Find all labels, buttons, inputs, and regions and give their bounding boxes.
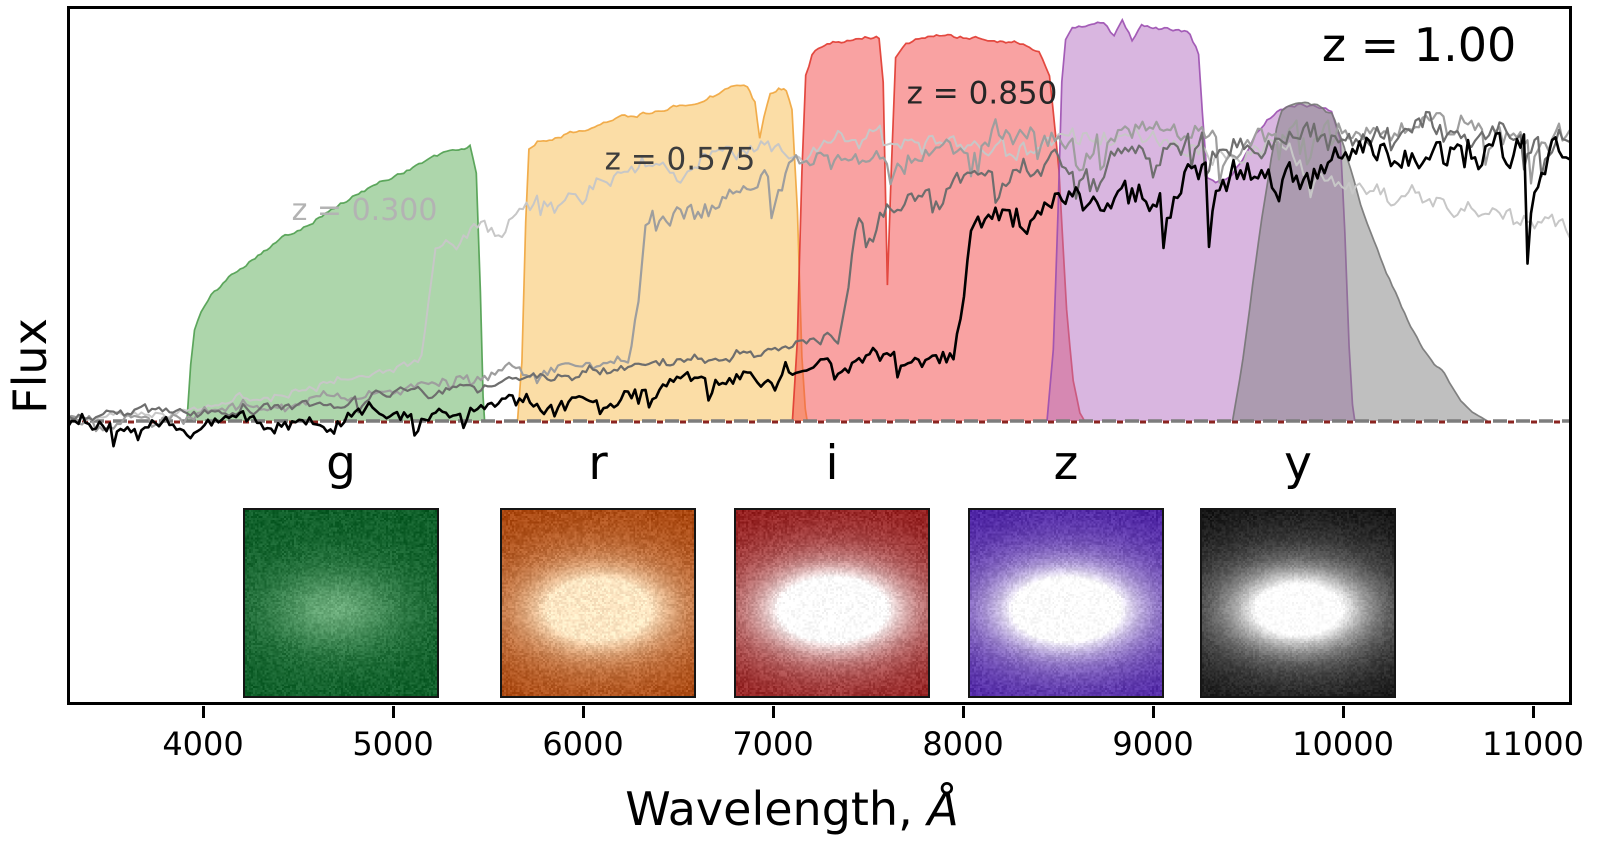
x-axis-title-text: Wavelength, — [625, 782, 913, 836]
x-tick-label-7000: 7000 — [732, 725, 814, 763]
filter-edge-r — [516, 84, 809, 422]
filter-band-g — [186, 145, 485, 422]
filter-edge-i — [791, 33, 1086, 422]
x-tick-label-11000: 11000 — [1482, 725, 1584, 763]
filter-edge-y — [1231, 101, 1488, 422]
x-tick-mark-8000 — [961, 706, 965, 718]
x-tick-mark-7000 — [771, 706, 775, 718]
x-tick-mark-5000 — [391, 706, 395, 718]
filter-band-y — [1232, 102, 1488, 422]
y-axis-title: Flux — [3, 318, 57, 414]
x-tick-label-10000: 10000 — [1292, 725, 1394, 763]
x-tick-mark-4000 — [201, 706, 205, 718]
x-tick-label-4000: 4000 — [162, 725, 244, 763]
filter-edge-g — [186, 143, 486, 422]
x-tick-label-8000: 8000 — [922, 725, 1004, 763]
x-tick-mark-6000 — [581, 706, 585, 718]
x-tick-label-9000: 9000 — [1112, 725, 1194, 763]
plot-frame — [67, 6, 1572, 705]
spectrum-line-z1 — [67, 131, 1571, 448]
x-tick-label-6000: 6000 — [542, 725, 624, 763]
spectrum-plot — [67, 6, 1572, 705]
angstrom-unit: Å — [927, 782, 959, 836]
x-axis-title: Wavelength, Å — [625, 786, 959, 832]
x-tick-mark-11000 — [1531, 706, 1535, 718]
x-tick-mark-9000 — [1151, 706, 1155, 718]
filter-band-r — [517, 85, 808, 421]
x-tick-label-5000: 5000 — [352, 725, 434, 763]
spectrum-line-z0.85 — [67, 110, 1571, 422]
x-tick-mark-10000 — [1341, 706, 1345, 718]
filter-band-i — [792, 34, 1085, 421]
